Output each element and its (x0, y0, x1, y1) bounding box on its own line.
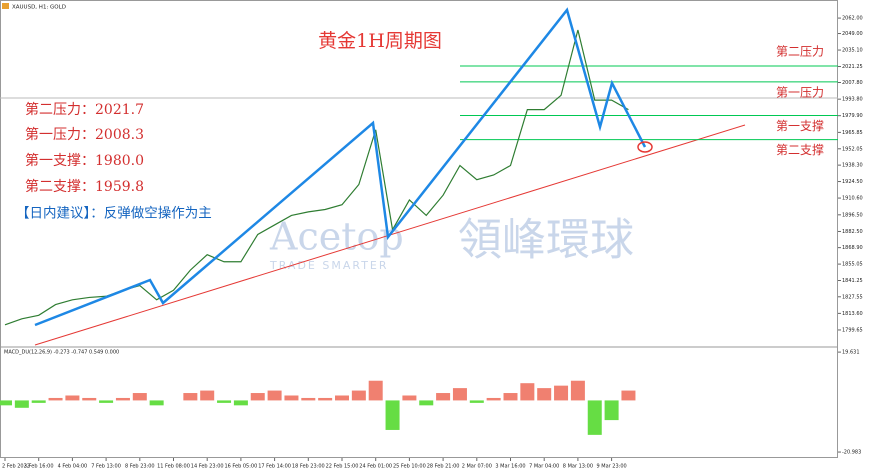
x-tick-label: 8 Mar 13:00 (563, 464, 593, 470)
histogram-bar (301, 397, 316, 401)
level-label: 第一支撑 (776, 118, 824, 133)
histogram-bar (31, 400, 46, 403)
histogram-bar (284, 395, 299, 401)
y-tick-label: 2021.25 (842, 64, 863, 70)
x-tick-label: 28 Feb 21:00 (427, 464, 460, 470)
histogram-bar (149, 400, 164, 406)
histogram-bar (486, 397, 501, 401)
histogram-bar (65, 395, 80, 401)
x-tick-label: 25 Feb 10:00 (393, 464, 426, 470)
y-tick-label: 1938.30 (842, 163, 863, 169)
histogram-bar (233, 400, 248, 406)
histogram-bar (132, 393, 147, 401)
y-tick-label: 1979.90 (842, 113, 863, 119)
histogram-bar (351, 390, 366, 401)
x-tick-label: 7 Mar 04:00 (529, 464, 559, 470)
x-tick-label: 8 Feb 23:00 (125, 464, 155, 470)
histogram-bar (503, 393, 518, 401)
y-tick-label: 19.631 (842, 350, 860, 356)
histogram-bar (402, 395, 417, 401)
histogram-bar (554, 385, 569, 401)
histogram-bar (99, 400, 114, 403)
x-tick-label: 22 Feb 15:00 (326, 464, 359, 470)
x-tick-label: 2 Mar 07:00 (462, 464, 492, 470)
watermark-brand-cn: 領峰環球 (458, 215, 634, 266)
y-tick-label: 2049.00 (842, 31, 863, 37)
histogram-bar (385, 400, 400, 430)
y-tick-label: -20.983 (842, 450, 861, 456)
x-tick-label: 3 Feb 16:00 (24, 464, 54, 470)
histogram-bar (452, 388, 467, 401)
histogram-bar (0, 400, 12, 406)
y-tick-label: 1993.80 (842, 97, 863, 103)
y-tick-label: 1813.60 (842, 311, 863, 317)
histogram-bar (570, 380, 585, 401)
note: 第一支撑：1980.0 (25, 152, 144, 169)
y-tick-label: 1896.50 (842, 212, 863, 218)
y-tick-label: 2062.00 (842, 16, 863, 22)
watermark-slogan: TRADE SMARTER (269, 259, 389, 272)
histogram-bar (82, 397, 97, 401)
y-tick-label: 1910.60 (842, 196, 863, 202)
chart-title: 黄金1H周期图 (318, 30, 442, 52)
histogram-bar (250, 393, 265, 401)
level-label: 第一压力 (776, 85, 824, 99)
histogram-bar (335, 395, 349, 401)
y-tick-label: 1882.50 (842, 229, 863, 235)
histogram-bar (183, 393, 198, 401)
x-tick-label: 24 Feb 01:00 (359, 464, 392, 470)
y-tick-label: 2007.80 (842, 80, 863, 86)
note: 第二压力：2021.7 (25, 101, 144, 118)
histogram-bar (368, 380, 383, 401)
note: 第一压力：2008.3 (25, 126, 144, 143)
x-tick-label: 14 Feb 23:00 (191, 464, 224, 470)
histogram-bar (115, 397, 130, 401)
frame (0, 0, 838, 458)
y-tick-label: 1965.85 (842, 130, 863, 136)
y-tick-label: 1827.55 (842, 294, 863, 300)
x-tick-label: 2 Feb 2022 (2, 464, 30, 470)
x-tick-label: 17 Feb 14:00 (258, 464, 291, 470)
y-tick-label: 1855.05 (842, 262, 863, 268)
level-label: 第二压力 (776, 44, 824, 58)
macd-title: MACD_DU(12,26,9) -0.273 -0.747 0.549 0.0… (4, 350, 119, 356)
y-tick-label: 1799.65 (842, 327, 863, 333)
x-tick-label: 7 Feb 13:00 (91, 464, 121, 470)
y-tick-label: 2035.10 (842, 48, 863, 54)
x-tick-label: 9 Mar 23:00 (596, 464, 626, 470)
x-tick-label: 4 Feb 04:00 (58, 464, 88, 470)
wave-annotation (34, 7, 647, 327)
advice: 【日内建议】：反弹做空操作为主 (16, 206, 212, 222)
y-tick-label: 1868.90 (842, 245, 863, 251)
histogram-bar (48, 397, 63, 401)
histogram-bar (217, 400, 232, 403)
histogram-bar (621, 390, 636, 401)
x-tick-label: 11 Feb 08:00 (157, 464, 190, 470)
x-tick-label: 3 Mar 16:00 (495, 464, 525, 470)
y-tick-label: 1841.25 (842, 278, 863, 284)
x-tick-label: 18 Feb 23:00 (292, 464, 325, 470)
y-tick-label: 1952.05 (842, 146, 863, 152)
histogram-bar (520, 383, 535, 401)
note: 第二支撑：1959.8 (25, 178, 144, 195)
y-tick-label: 1924.50 (842, 179, 863, 185)
x-tick-label: 16 Feb 05:00 (224, 464, 257, 470)
histogram-bar (318, 397, 333, 401)
histogram-bar (419, 400, 434, 406)
level-label: 第二支撑 (776, 142, 824, 157)
histogram-bar (537, 388, 552, 401)
histogram-bar (587, 400, 602, 435)
histogram-bar (267, 390, 282, 401)
histogram-bar (436, 393, 451, 401)
histogram-bar (469, 400, 484, 403)
window-title: XAUUSD, H1: GOLD (12, 5, 66, 11)
histogram-bar (200, 390, 215, 401)
symbol-icon (2, 3, 9, 9)
histogram-bar (14, 400, 29, 408)
target-circle (637, 141, 653, 153)
histogram-bar (604, 400, 619, 421)
